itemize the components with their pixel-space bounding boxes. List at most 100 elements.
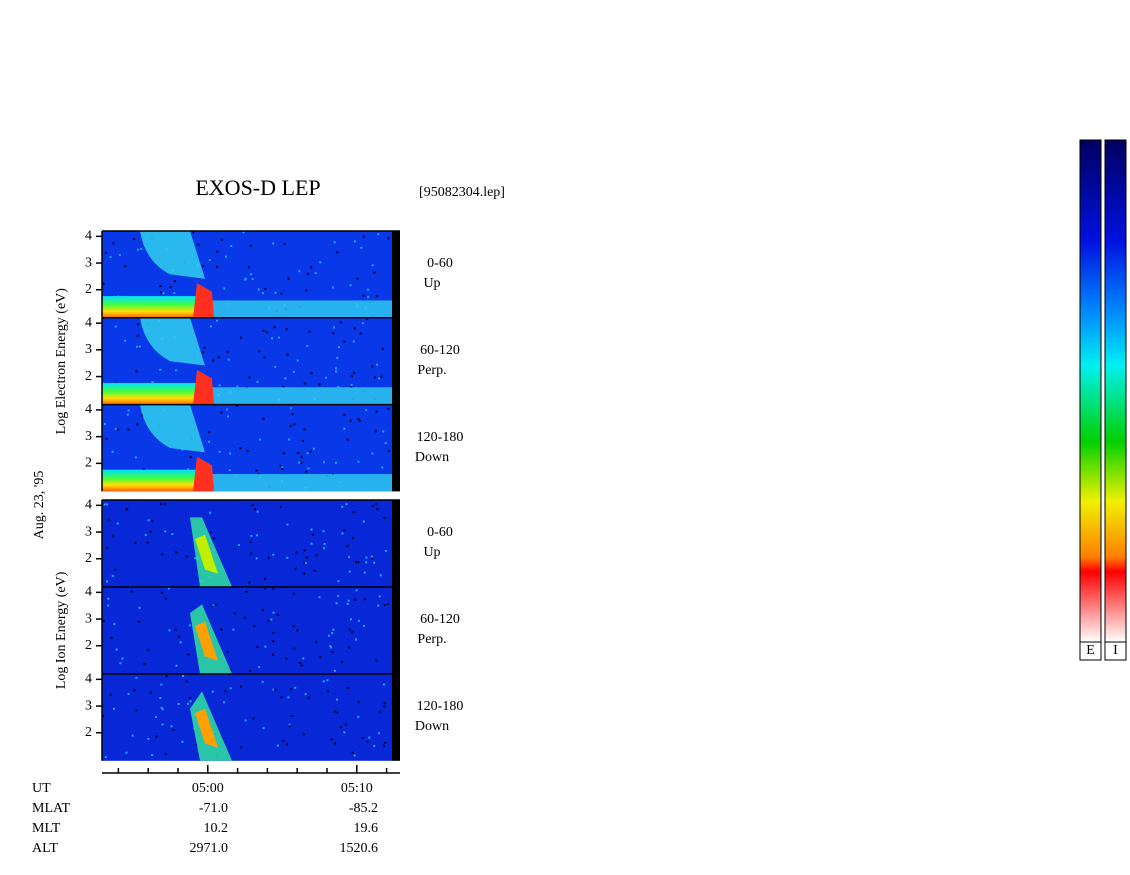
speckle	[264, 587, 267, 590]
speckle	[330, 738, 333, 741]
speckle	[384, 741, 387, 744]
speckle	[371, 452, 374, 455]
speckle	[105, 251, 108, 254]
speckle	[187, 468, 190, 471]
speckle	[333, 241, 336, 244]
speckle	[303, 549, 306, 552]
speckle	[387, 603, 390, 606]
speckle	[208, 440, 211, 443]
speckle	[374, 430, 377, 433]
speckle	[201, 265, 204, 268]
speckle	[159, 502, 162, 505]
speckle	[319, 655, 322, 658]
speckle	[341, 660, 344, 663]
speckle	[119, 662, 122, 665]
speckle	[272, 688, 275, 691]
y-tick-label: 3	[85, 255, 92, 270]
speckle	[243, 616, 246, 619]
speckle	[333, 742, 336, 745]
orbit-value: 10.2	[204, 821, 229, 836]
speckle	[218, 450, 221, 453]
speckle	[242, 231, 245, 234]
orbit-label: MLAT	[32, 801, 71, 816]
speckle	[333, 669, 336, 672]
speckle	[306, 452, 309, 455]
speckle	[263, 577, 266, 580]
speckle	[253, 625, 256, 628]
speckle	[332, 628, 335, 631]
speckle	[371, 264, 374, 267]
speckle	[252, 717, 255, 720]
speckle	[290, 715, 293, 718]
speckle	[291, 413, 294, 416]
speckle	[302, 733, 305, 736]
speckle	[346, 602, 349, 605]
speckle	[284, 377, 287, 380]
speckle	[203, 346, 206, 349]
speckle	[343, 529, 346, 532]
speckle	[359, 332, 362, 335]
speckle	[147, 737, 150, 740]
date: Aug. 23, '95	[32, 471, 47, 540]
speckle	[107, 597, 110, 600]
speckle	[274, 688, 277, 691]
speckle	[161, 723, 164, 726]
speckle	[313, 569, 316, 572]
speckle	[347, 599, 350, 602]
speckle	[305, 556, 308, 559]
speckle	[127, 692, 130, 695]
burst	[193, 283, 214, 318]
speckle	[215, 265, 218, 268]
speckle	[336, 711, 339, 714]
speckle	[175, 369, 178, 372]
speckle	[155, 735, 158, 738]
speckle	[281, 466, 284, 469]
speckle	[224, 690, 227, 693]
speckle	[170, 725, 173, 728]
speckle	[107, 518, 110, 521]
colorbar-label: E	[1086, 643, 1095, 658]
speckle	[251, 504, 254, 507]
speckle	[334, 461, 337, 464]
speckle	[255, 557, 258, 560]
speckle	[346, 545, 349, 548]
speckle	[261, 680, 264, 683]
pitch-direction: Perp.	[417, 632, 446, 647]
speckle	[164, 753, 167, 756]
y-tick-label: 2	[85, 456, 92, 471]
speckle	[309, 450, 312, 453]
speckle	[273, 326, 276, 329]
speckle	[272, 553, 275, 556]
speckle	[248, 266, 251, 269]
speckle	[329, 645, 332, 648]
speckle	[282, 740, 285, 743]
speckle	[306, 344, 309, 347]
speckle	[335, 602, 338, 605]
speckle	[189, 700, 192, 703]
speckle	[103, 503, 106, 506]
speckle	[343, 427, 346, 430]
speckle	[383, 517, 386, 520]
speckle	[223, 287, 226, 290]
speckle	[226, 408, 229, 411]
speckle	[255, 534, 258, 537]
speckle	[116, 522, 119, 525]
speckle	[376, 363, 379, 366]
speckle	[346, 438, 349, 441]
y-tick-label: 4	[85, 402, 92, 417]
speckle	[353, 754, 356, 757]
speckle	[212, 604, 215, 607]
colorbar	[1104, 139, 1127, 643]
speckle	[378, 377, 381, 380]
speckle	[244, 278, 247, 281]
spectrogram-background	[102, 500, 392, 587]
speckle	[352, 340, 355, 343]
orbit-value: -71.0	[199, 801, 228, 816]
speckle	[151, 381, 154, 384]
speckle	[357, 561, 360, 564]
speckle	[319, 261, 322, 264]
speckle	[304, 693, 307, 696]
speckle	[303, 572, 306, 575]
speckle	[310, 542, 313, 545]
speckle	[363, 571, 366, 574]
